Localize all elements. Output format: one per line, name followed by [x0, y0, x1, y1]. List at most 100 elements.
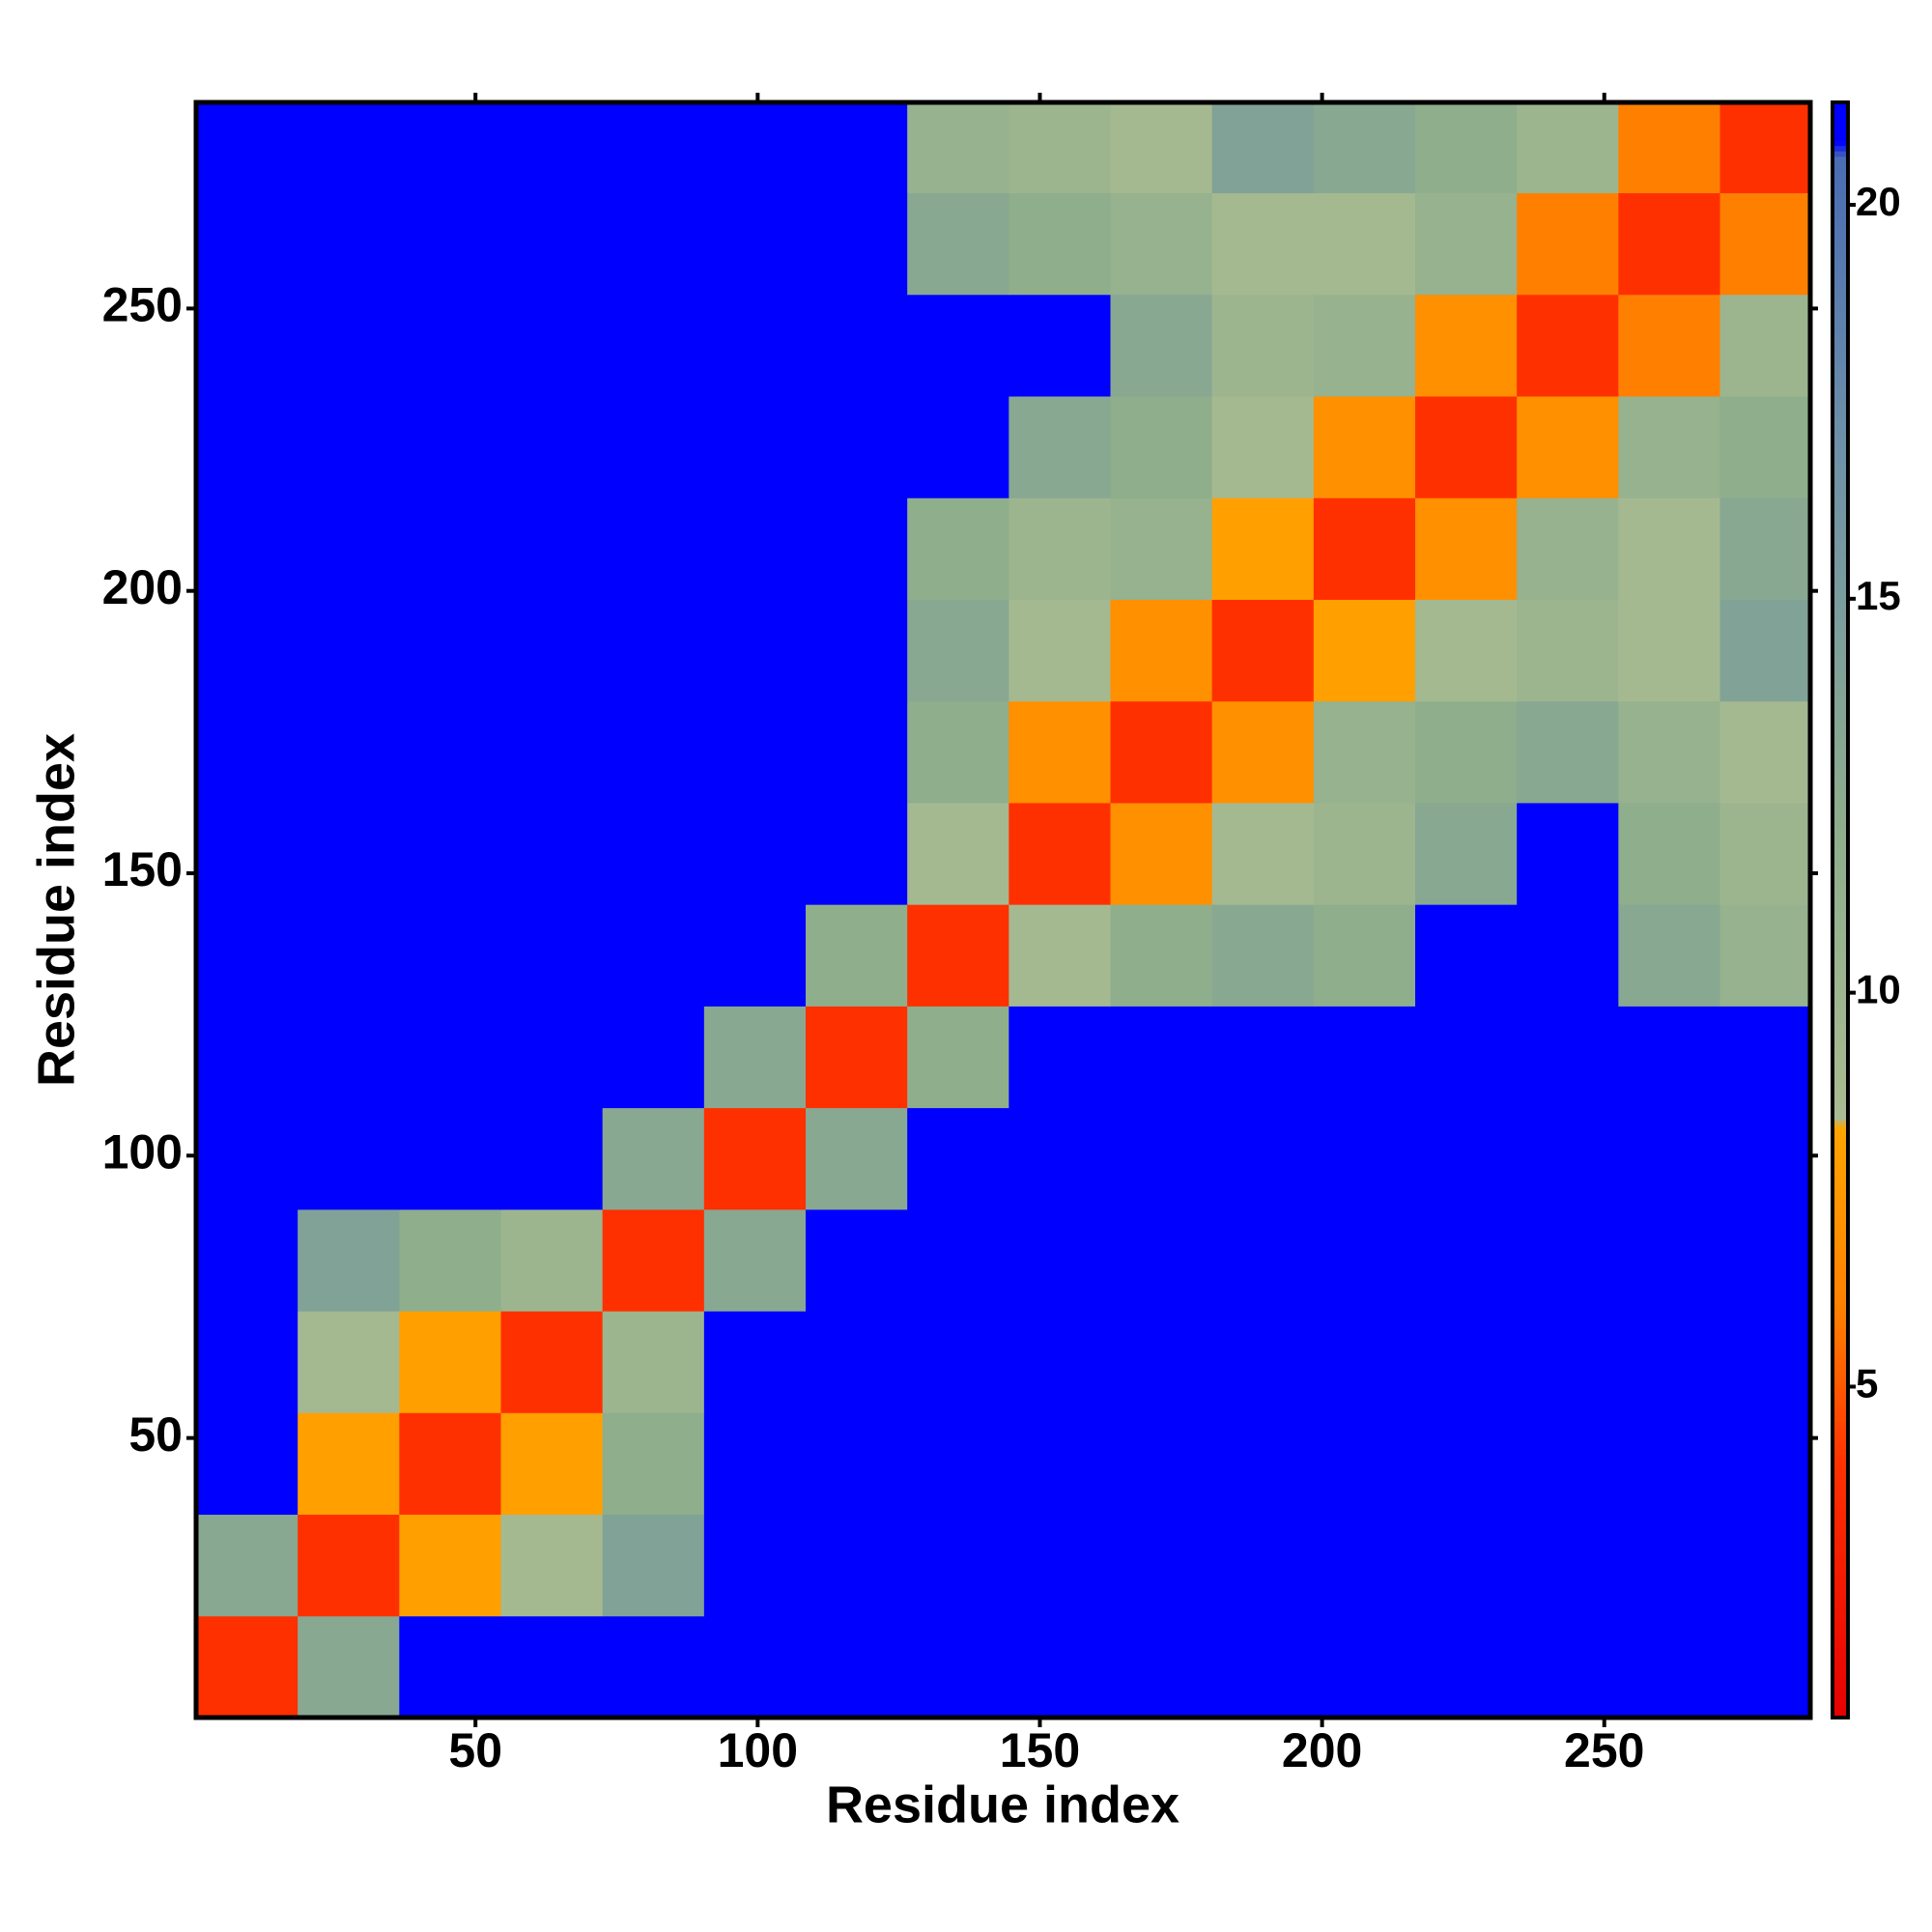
colorbar-step [1833, 1157, 1848, 1164]
heatmap-cell [1415, 599, 1518, 702]
colorbar-step [1833, 586, 1848, 593]
heatmap-cell [399, 1107, 502, 1210]
heatmap-cell [500, 802, 604, 905]
x-tick-label: 250 [1564, 1723, 1644, 1777]
colorbar-step [1833, 1389, 1848, 1396]
colorbar-step [1833, 1577, 1848, 1584]
heatmap-cell [1415, 294, 1518, 397]
colorbar-step [1833, 306, 1848, 313]
heatmap-cell [1211, 294, 1315, 397]
colorbar-step [1833, 689, 1848, 696]
colorbar-step [1833, 301, 1848, 308]
colorbar-step [1833, 199, 1848, 206]
heatmap-cell [1110, 700, 1213, 804]
colorbar-step [1833, 1324, 1848, 1331]
colorbar-step [1833, 1641, 1848, 1649]
colorbar-step [1833, 592, 1848, 599]
heatmap-cell [1009, 1107, 1112, 1210]
colorbar-step [1833, 279, 1848, 287]
heatmap-cell [196, 497, 298, 600]
heatmap-cell [907, 102, 1009, 194]
colorbar-step [1833, 608, 1848, 615]
heatmap-cell [1009, 1311, 1112, 1413]
heatmap-cell [298, 102, 400, 194]
heatmap-cell [1415, 1412, 1518, 1516]
colorbar-step [1833, 1636, 1848, 1643]
colorbar-step [1833, 1260, 1848, 1266]
heatmap-cell [500, 192, 604, 296]
heatmap-cell [1009, 192, 1112, 296]
heatmap-cell [1618, 1615, 1721, 1719]
heatmap-cell [399, 102, 502, 194]
colorbar-step [1833, 522, 1848, 528]
heatmap-cell [196, 1208, 298, 1312]
colorbar-step [1833, 145, 1848, 152]
colorbar-step [1833, 904, 1848, 911]
heatmap-cell [298, 700, 400, 804]
heatmap-cell [1517, 1412, 1619, 1516]
colorbar-step [1833, 377, 1848, 384]
heatmap-cell [1211, 102, 1315, 194]
heatmap-cell [1009, 802, 1112, 905]
colorbar-step [1833, 1421, 1848, 1428]
colorbar-step [1833, 1653, 1848, 1660]
colorbar-step [1833, 328, 1848, 335]
colorbar-step [1833, 1120, 1848, 1126]
colorbar-step [1833, 861, 1848, 868]
colorbar-step [1833, 651, 1848, 658]
heatmap-cell [1009, 1615, 1112, 1719]
colorbar-step [1833, 188, 1848, 195]
colorbar-step [1833, 1555, 1848, 1562]
colorbar-step [1833, 253, 1848, 260]
colorbar-step [1833, 1319, 1848, 1325]
heatmap-cell [1009, 904, 1112, 1007]
heatmap-cell [1618, 102, 1721, 194]
y-axis-title: Residue index [27, 733, 85, 1087]
colorbar-step [1833, 1034, 1848, 1040]
colorbar-step [1833, 409, 1848, 415]
colorbar-step [1833, 1663, 1848, 1670]
colorbar-step [1833, 1147, 1848, 1153]
colorbar-step [1833, 183, 1848, 189]
colorbar-step [1833, 1264, 1848, 1272]
colorbar-step [1833, 323, 1848, 329]
colorbar-step [1833, 193, 1848, 200]
heatmap-cell [1211, 1107, 1315, 1210]
colorbar-step [1833, 1098, 1848, 1105]
colorbar-step [1833, 544, 1848, 551]
heatmap-cell [703, 1514, 807, 1617]
heatmap-cell [1618, 1514, 1721, 1617]
colorbar-step [1833, 274, 1848, 281]
colorbar-step [1833, 479, 1848, 486]
heatmap-cell [1110, 1412, 1213, 1516]
colorbar-step [1833, 215, 1848, 222]
heatmap-cell [399, 1006, 502, 1109]
heatmap-cell [500, 700, 604, 804]
colorbar-step [1833, 695, 1848, 701]
colorbar-step [1833, 1130, 1848, 1137]
colorbar-step [1833, 350, 1848, 356]
heatmap-cell [196, 1107, 298, 1210]
colorbar-step [1833, 657, 1848, 664]
heatmap-cell [196, 1006, 298, 1109]
heatmap-cell [907, 904, 1009, 1007]
heatmap-cell [500, 904, 604, 1007]
heatmap-cell [907, 599, 1009, 702]
heatmap-cell [1719, 1311, 1811, 1413]
colorbar-step [1833, 296, 1848, 302]
heatmap-cell [1719, 1107, 1811, 1210]
heatmap-cell [500, 1615, 604, 1719]
colorbar-step [1833, 441, 1848, 448]
heatmap-cell [1618, 497, 1721, 600]
heatmap-cell [907, 1311, 1009, 1413]
colorbar-step [1833, 1151, 1848, 1158]
heatmap-cell [907, 1107, 1009, 1210]
colorbar-step [1833, 506, 1848, 513]
heatmap-cell [399, 192, 502, 296]
heatmap-cell [703, 294, 807, 397]
heatmap-cell [1517, 1514, 1619, 1617]
heatmap-cell [1517, 192, 1619, 296]
colorbar-step [1833, 845, 1848, 852]
colorbar-step [1833, 1464, 1848, 1471]
colorbar-step [1833, 921, 1848, 927]
